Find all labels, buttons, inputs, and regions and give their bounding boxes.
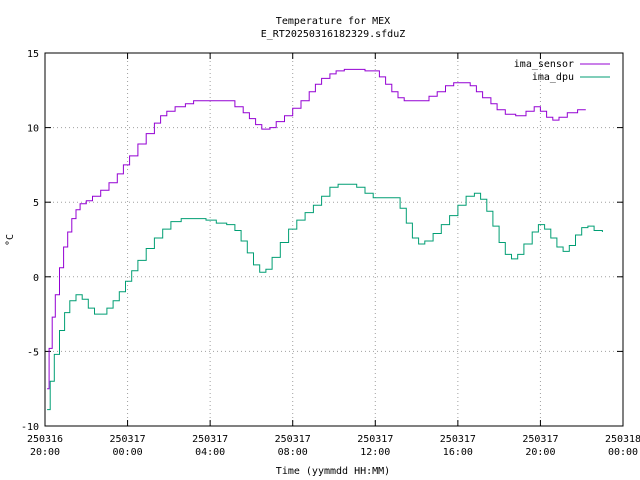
y-axis-ticks: -10 -5 0 5 10 15 bbox=[21, 49, 623, 433]
y-tick-label: -10 bbox=[21, 422, 39, 433]
x-tick-label-date: 250317 bbox=[440, 434, 476, 445]
y-tick-label: 15 bbox=[27, 49, 39, 60]
x-tick-label-date: 250318 bbox=[605, 434, 640, 445]
x-tick-label-time: 16:00 bbox=[443, 447, 473, 458]
legend-label-ima-dpu: ima_dpu bbox=[532, 72, 574, 83]
x-tick-label-time: 20:00 bbox=[525, 447, 555, 458]
x-tick-label-time: 12:00 bbox=[360, 447, 390, 458]
x-tick-label-time: 00:00 bbox=[608, 447, 638, 458]
series-line-ima-sensor bbox=[47, 68, 586, 390]
x-tick-label-date: 250317 bbox=[110, 434, 146, 445]
x-tick-label-time: 04:00 bbox=[195, 447, 225, 458]
legend-label-ima-sensor: ima_sensor bbox=[514, 59, 574, 70]
grid-lines bbox=[45, 53, 623, 426]
series-line-ima-dpu bbox=[47, 183, 603, 411]
x-tick-label-time: 08:00 bbox=[278, 447, 308, 458]
x-tick-label-date: 250317 bbox=[192, 434, 228, 445]
y-tick-label: -5 bbox=[27, 347, 39, 358]
y-tick-label: 0 bbox=[33, 273, 39, 284]
x-tick-label-time: 20:00 bbox=[30, 447, 60, 458]
x-tick-label-date: 250317 bbox=[275, 434, 311, 445]
y-axis-label: °C bbox=[5, 234, 16, 246]
series-lines bbox=[47, 68, 603, 411]
legend: ima_sensor ima_dpu bbox=[514, 59, 610, 83]
x-tick-label-date: 250316 bbox=[27, 434, 63, 445]
plot-frame bbox=[44, 52, 624, 427]
x-tick-label-time: 00:00 bbox=[113, 447, 143, 458]
x-tick-label-date: 250317 bbox=[357, 434, 393, 445]
chart-title: Temperature for MEX bbox=[276, 16, 390, 27]
x-tick-label-date: 250317 bbox=[522, 434, 558, 445]
y-tick-label: 5 bbox=[33, 198, 39, 209]
chart-subtitle: E_RT20250316182329.sfduZ bbox=[261, 29, 406, 40]
x-axis-label: Time (yymmdd HH:MM) bbox=[276, 466, 390, 477]
x-axis-ticks: 250316 20:00 250317 00:00 250317 04:00 250317 0… bbox=[27, 53, 640, 458]
y-tick-label: 10 bbox=[27, 124, 39, 135]
